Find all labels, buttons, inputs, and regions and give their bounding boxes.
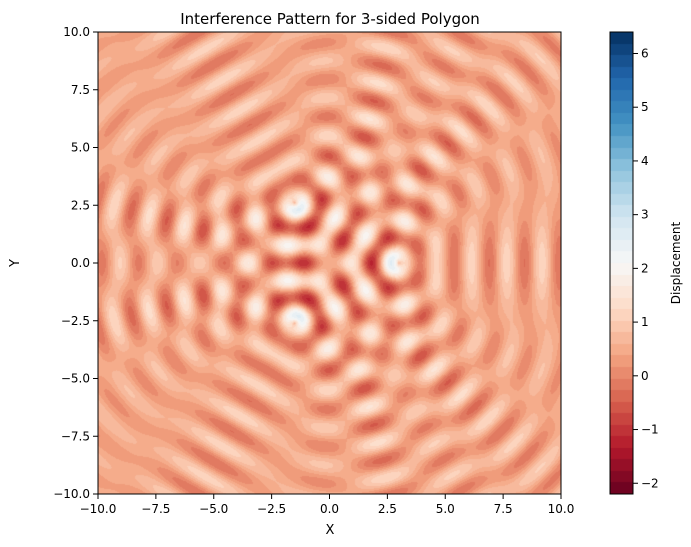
x-axis-ticks: −10.0 −7.5 −5.0 −2.5 0.0 2.5 5.0 7.5 10.0 (80, 494, 575, 516)
colorbar: −2 −1 0 1 2 3 4 5 6 Displacement (609, 31, 683, 495)
y-tick-label: 0.0 (71, 256, 90, 270)
x-tick-label: 10.0 (548, 502, 575, 516)
colorbar-tick-label: 6 (641, 46, 649, 60)
colorbar-tick-label: −2 (641, 476, 659, 490)
x-tick-label: −5.0 (199, 502, 228, 516)
y-tick-label: 7.5 (71, 83, 90, 97)
x-tick-label: −7.5 (141, 502, 170, 516)
y-tick-label: −10.0 (53, 487, 90, 501)
x-axis-label: X (326, 523, 335, 538)
x-tick-label: −2.5 (257, 502, 286, 516)
chart-title: Interference Pattern for 3-sided Polygon (180, 10, 480, 28)
y-tick-label: 2.5 (71, 198, 90, 212)
colorbar-frame (609, 31, 634, 495)
x-tick-label: 7.5 (494, 502, 513, 516)
x-tick-label: −10.0 (80, 502, 117, 516)
colorbar-tick-label: −1 (641, 423, 659, 437)
colorbar-label: Displacement (669, 221, 683, 304)
y-axis-label: Y (8, 259, 23, 268)
colorbar-tick-label: 3 (641, 208, 649, 222)
colorbar-tick-label: 1 (641, 315, 649, 329)
colorbar-tick-label: 2 (641, 261, 649, 275)
colorbar-tick-label: 4 (641, 154, 649, 168)
colorbar-gradient (610, 32, 633, 494)
y-tick-label: −2.5 (61, 314, 90, 328)
heatmap-plot-area (97, 31, 562, 495)
y-tick-label: −5.0 (61, 372, 90, 386)
colorbar-ticks: −2 −1 0 1 2 3 4 5 6 (633, 46, 659, 490)
heatmap-image (98, 32, 561, 494)
x-tick-label: 5.0 (436, 502, 455, 516)
x-tick-label: 2.5 (378, 502, 397, 516)
colorbar-tick-label: 0 (641, 369, 649, 383)
y-tick-label: −7.5 (61, 429, 90, 443)
colorbar-tick-label: 5 (641, 100, 649, 114)
y-axis-ticks: −10.0 −7.5 −5.0 −2.5 0.0 2.5 5.0 7.5 10.0 (53, 25, 98, 501)
y-tick-label: 10.0 (63, 25, 90, 39)
x-tick-label: 0.0 (320, 502, 339, 516)
y-tick-label: 5.0 (71, 141, 90, 155)
